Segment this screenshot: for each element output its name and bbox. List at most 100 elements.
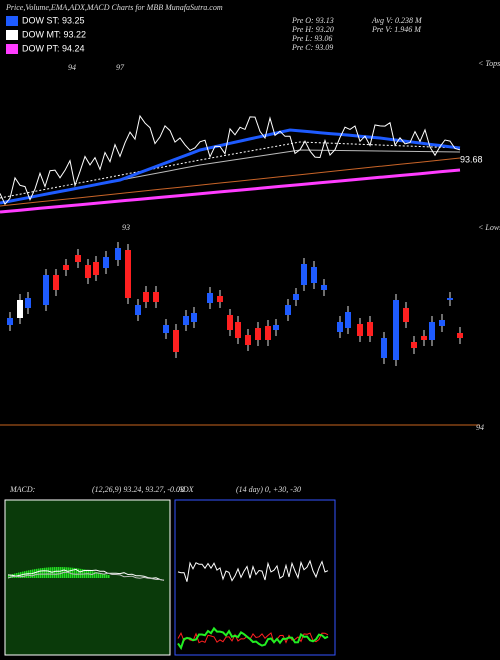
histogram-bar <box>106 574 108 578</box>
candle-body <box>321 285 327 290</box>
adx-line <box>177 559 329 582</box>
candles-panel <box>7 242 463 366</box>
annotation: 97 <box>116 63 125 72</box>
candle-body <box>255 328 261 340</box>
histogram-bar <box>98 572 100 578</box>
histogram-bar <box>108 575 110 578</box>
candle-body <box>293 294 299 300</box>
histogram-bar <box>50 567 52 578</box>
candle-body <box>207 293 213 303</box>
histogram-bar <box>74 567 76 578</box>
histogram-bar <box>80 568 82 578</box>
candle-body <box>103 257 109 268</box>
legend-swatch <box>6 44 18 54</box>
candle-body <box>227 315 233 330</box>
legend-swatch <box>6 30 18 40</box>
legend-label: DOW PT: 94.24 <box>22 43 85 53</box>
histogram-bar <box>52 567 54 578</box>
adx-params: (14 day) 0, +30, -30 <box>236 485 301 494</box>
candle-body <box>403 308 409 322</box>
candle-body <box>153 292 159 302</box>
histogram-bar <box>48 567 50 578</box>
info: Pre V: 1.946 M <box>371 25 422 34</box>
trend-line <box>0 141 461 199</box>
macd-label: MACD: <box>9 485 36 494</box>
trend-line <box>0 157 461 207</box>
histogram-bar <box>56 567 58 578</box>
candle-body <box>367 322 373 336</box>
candle-body <box>115 248 121 260</box>
info: Pre L: 93.06 <box>291 34 332 43</box>
candle-body <box>17 300 23 318</box>
histogram-bar <box>78 568 80 578</box>
histogram-bar <box>72 567 74 578</box>
candle-body <box>173 330 179 352</box>
annotation: 93 <box>122 223 130 232</box>
info: Pre C: 93.09 <box>291 43 333 52</box>
adx-traces <box>177 559 329 651</box>
candle-body <box>411 342 417 348</box>
histogram-bar <box>94 571 96 578</box>
candle-body <box>245 335 251 345</box>
candle-body <box>75 255 81 262</box>
candle-body <box>381 338 387 358</box>
candle-body <box>337 322 343 332</box>
price-line <box>0 114 461 206</box>
histogram-bar <box>104 573 106 578</box>
candle-body <box>311 267 317 283</box>
histogram-bar <box>42 567 44 578</box>
candle-body <box>143 292 149 302</box>
macd-traces <box>7 567 165 581</box>
candle-body <box>63 265 69 270</box>
candle-body <box>43 275 49 305</box>
histogram-bar <box>76 568 78 578</box>
histogram-bar <box>70 567 72 578</box>
candle-body <box>345 312 351 328</box>
candle-body <box>301 264 307 285</box>
candle-body <box>439 320 445 326</box>
adx-panel <box>174 499 336 656</box>
candle-body <box>7 318 13 325</box>
info: Pre H: 93.20 <box>291 25 334 34</box>
info: Pre O: 93.13 <box>291 16 334 25</box>
histogram-bar <box>58 567 60 578</box>
price-panel <box>0 114 461 214</box>
candle-body <box>191 313 197 322</box>
legend-label: DOW ST: 93.25 <box>22 15 85 25</box>
candle-body <box>235 322 241 338</box>
trend-line <box>0 168 461 214</box>
signal-line <box>7 571 165 581</box>
trend-line <box>0 128 461 205</box>
histogram-bar <box>12 573 14 578</box>
annotation: < Tops <box>478 59 500 68</box>
histogram-bar <box>36 568 38 578</box>
candle-body <box>429 322 435 340</box>
histogram-bar <box>44 567 46 578</box>
page-title: Price,Volume,EMA,ADX,MACD Charts for MBB… <box>5 3 223 12</box>
info: Avg V: 0.238 M <box>371 16 423 25</box>
macd-params: (12,26,9) 93.24, 93.27, -0.03 <box>92 485 184 494</box>
candle-body <box>265 326 271 340</box>
histogram-bar <box>46 567 48 578</box>
annotation: 93.68 <box>460 154 483 164</box>
candle-body <box>273 325 279 330</box>
histogram-bar <box>60 567 62 578</box>
candle-body <box>53 275 59 290</box>
candle-body <box>357 324 363 336</box>
histogram-bar <box>96 572 98 578</box>
histogram-bar <box>100 573 102 578</box>
plus-di <box>177 626 329 651</box>
candle-body <box>125 250 131 298</box>
adx-label: ADX <box>177 485 195 494</box>
annotation: 94 <box>68 63 76 72</box>
candle-body <box>457 333 463 338</box>
candle-body <box>447 298 453 300</box>
candle-body <box>25 298 31 308</box>
histogram-bar <box>10 574 12 578</box>
candle-body <box>285 305 291 315</box>
histogram-bar <box>34 569 36 578</box>
legend-label: DOW MT: 93.22 <box>22 29 86 39</box>
histogram-bar <box>54 567 56 578</box>
histogram-bar <box>102 573 104 578</box>
